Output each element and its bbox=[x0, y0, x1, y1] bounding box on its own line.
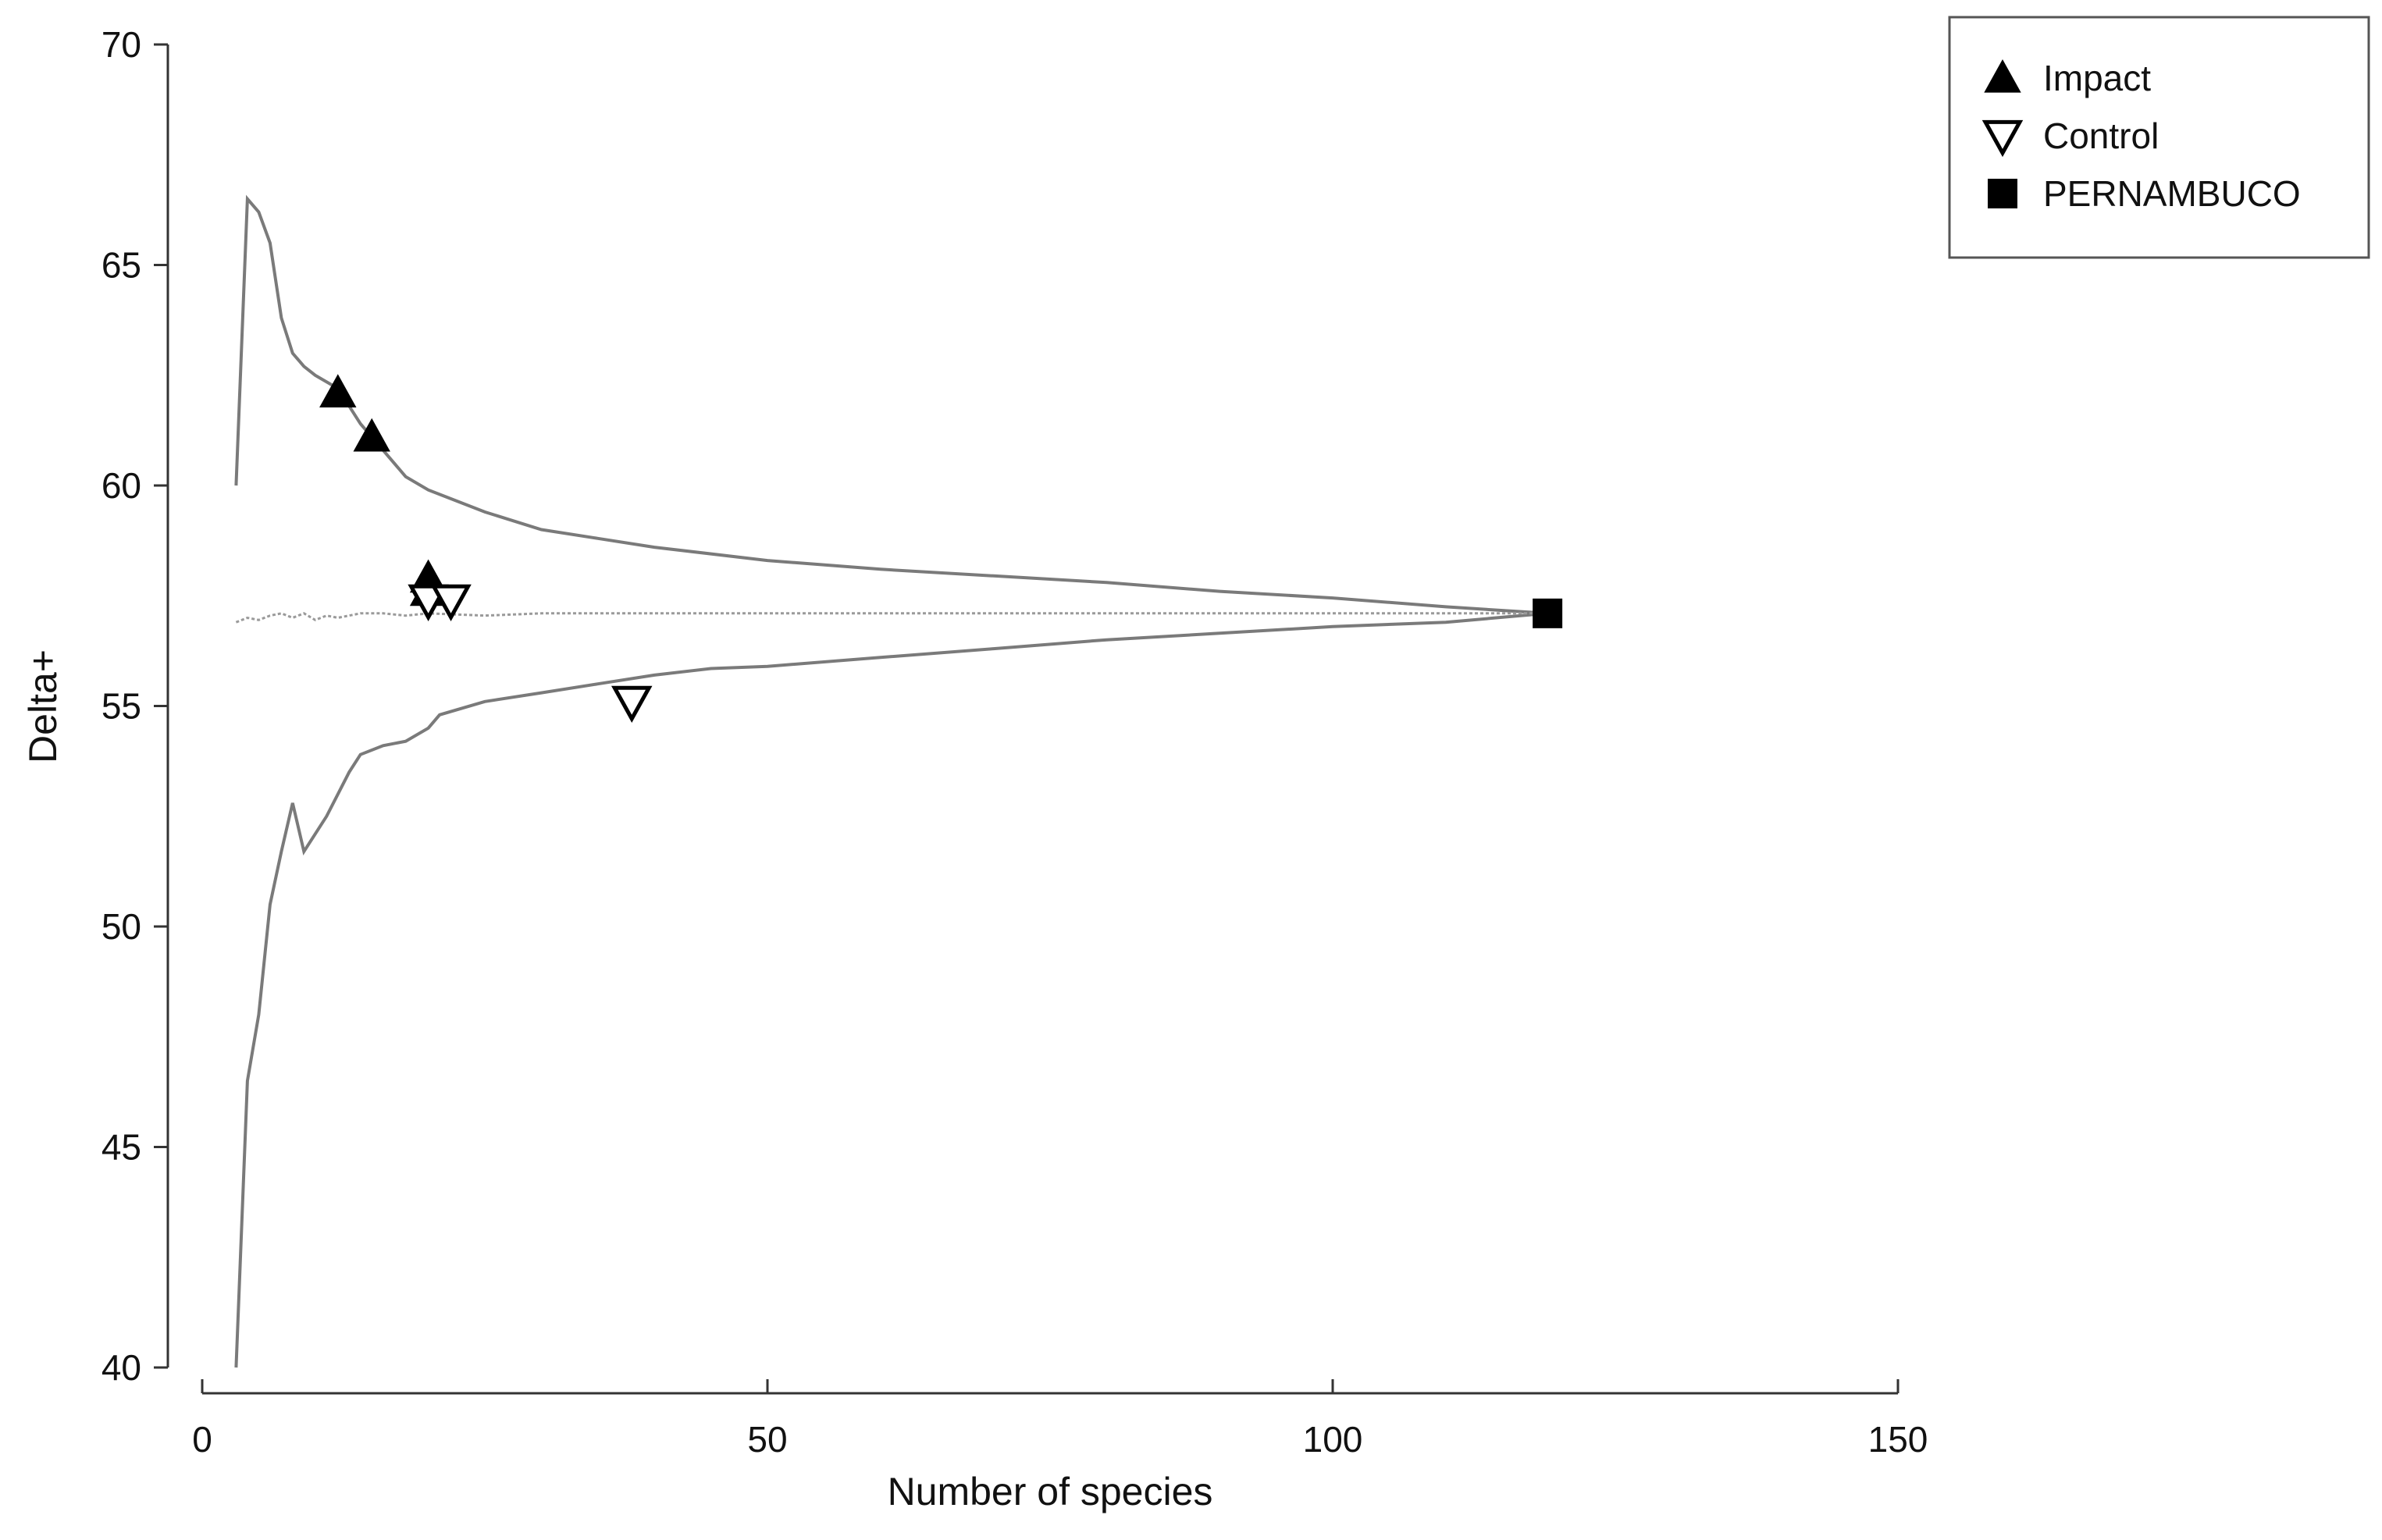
legend-label-impact: Impact bbox=[2043, 58, 2151, 98]
funnel-mean-line bbox=[235, 612, 1548, 624]
y-tick-label: 50 bbox=[101, 906, 141, 947]
y-tick-label: 70 bbox=[101, 24, 141, 65]
axes: 40 45 50 55 60 65 70 0 50 100 150 bbox=[101, 24, 1928, 1460]
impact-point bbox=[353, 418, 390, 452]
x-tick-label: 0 bbox=[192, 1419, 212, 1460]
impact-point bbox=[319, 374, 357, 407]
x-tick-label: 50 bbox=[747, 1419, 787, 1460]
legend-box bbox=[1948, 16, 2370, 259]
y-axis-title: Delta+ bbox=[21, 649, 65, 763]
x-axis-title: Number of species bbox=[888, 1470, 1213, 1513]
funnel-lines bbox=[234, 194, 1548, 1368]
legend-label-control: Control bbox=[2043, 116, 2159, 156]
data-points bbox=[319, 374, 1563, 723]
funnel-lower-line bbox=[234, 611, 1548, 1368]
x-tick-label: 150 bbox=[1868, 1419, 1928, 1460]
control-point bbox=[430, 584, 472, 622]
funnel-upper-line bbox=[234, 194, 1548, 615]
legend-label-pernambuco: PERNAMBUCO bbox=[2043, 173, 2301, 214]
y-tick-label: 40 bbox=[101, 1347, 141, 1388]
y-tick-label: 55 bbox=[101, 686, 141, 727]
y-tick-label: 65 bbox=[101, 245, 141, 286]
legend: Impact Control PERNAMBUCO bbox=[1948, 16, 2370, 259]
y-tick-label: 45 bbox=[101, 1127, 141, 1168]
legend-marker-impact bbox=[1984, 59, 2021, 93]
y-tick-label: 60 bbox=[101, 465, 141, 506]
x-tick-label: 100 bbox=[1303, 1419, 1363, 1460]
legend-marker-pernambuco bbox=[1988, 179, 2017, 208]
legend-marker-control bbox=[1981, 119, 2024, 158]
pernambuco-point bbox=[1533, 598, 1563, 628]
control-point bbox=[611, 685, 653, 723]
